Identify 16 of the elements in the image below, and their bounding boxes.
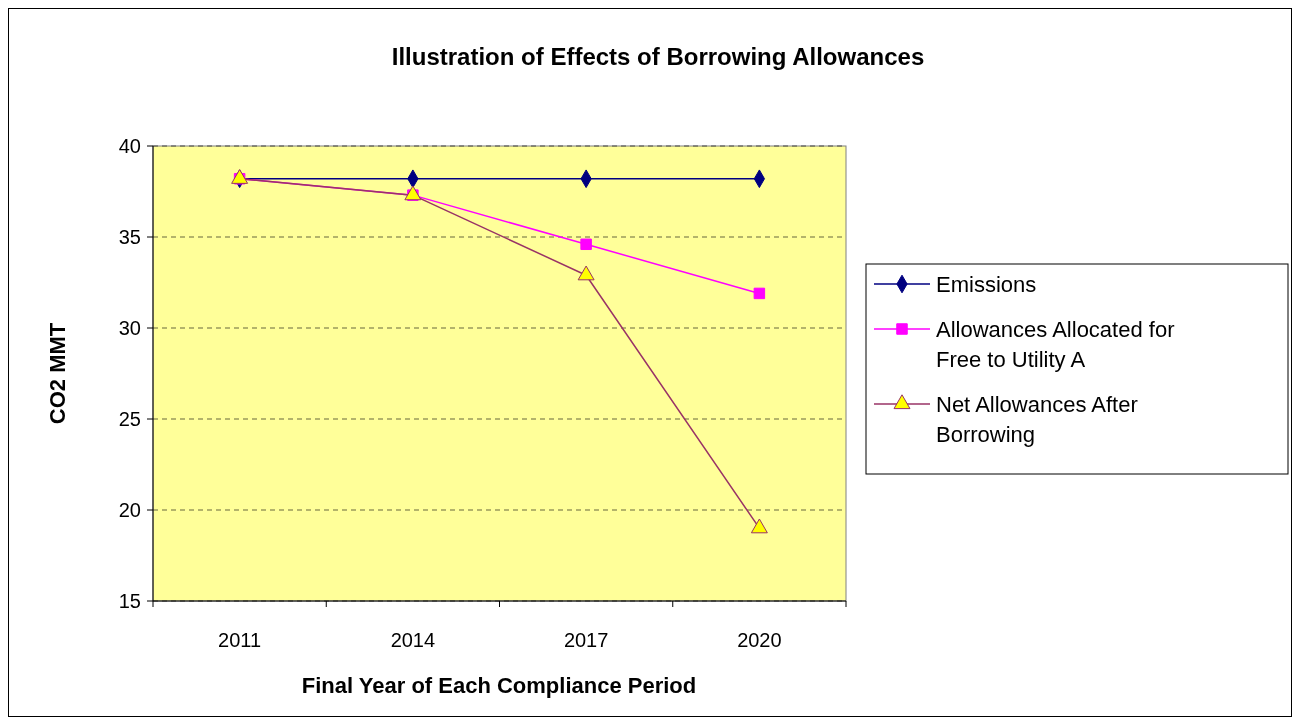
chart-title: Illustration of Effects of Borrowing Allowances (391, 43, 925, 70)
y-tick-label: 20 (118, 499, 141, 521)
legend-label: Allowances Allocated for Free to Utility A (936, 316, 1175, 372)
y-axis-title: CO2 MMT (45, 322, 70, 425)
legend-label: Net Allowances After Borrowing (936, 391, 1138, 447)
x-tick-label: 2014 (390, 629, 436, 651)
y-tick-label: 35 (118, 226, 141, 248)
x-tick-label: 2020 (737, 629, 782, 651)
legend-label: Emissions (936, 271, 1037, 297)
y-tick-label: 30 (118, 317, 141, 339)
x-tick-label: 2017 (563, 629, 609, 651)
y-tick-label: 15 (118, 590, 141, 612)
y-tick-label: 25 (118, 408, 141, 430)
y-tick-label: 40 (118, 135, 141, 157)
x-tick-label: 2011 (218, 629, 262, 651)
x-axis-title: Final Year of Each Compliance Period (301, 673, 697, 698)
